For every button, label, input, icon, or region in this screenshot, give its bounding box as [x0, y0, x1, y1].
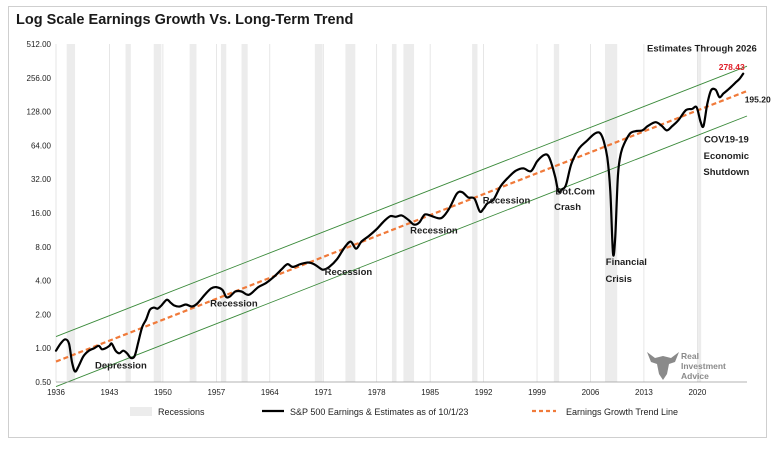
annotation-label: Recession [410, 226, 458, 237]
y-tick-label: 0.50 [35, 378, 51, 387]
y-tick-label: 64.00 [31, 141, 52, 150]
legend-recessions-label: Recessions [158, 407, 205, 417]
annotation-label: Economic [704, 151, 749, 162]
recession-band [66, 44, 76, 382]
legend-trend-label: Earnings Growth Trend Line [566, 407, 678, 417]
x-tick-label: 1971 [314, 388, 332, 397]
trend-channel-lower [55, 115, 748, 388]
earnings-series-layer [54, 72, 745, 373]
brand-line3: Advice [681, 371, 709, 381]
value-label: 195.20 [745, 94, 771, 104]
annotation-label: Depression [95, 360, 147, 371]
x-tick-label: 1978 [368, 388, 386, 397]
trend-line-layer [55, 89, 748, 363]
recession-band [472, 44, 478, 382]
bull-head-icon [647, 352, 679, 380]
recession-band [391, 44, 397, 382]
legend-earnings-label: S&P 500 Earnings & Estimates as of 10/1/… [290, 407, 468, 417]
chart-title: Log Scale Earnings Growth Vs. Long-Term … [16, 12, 354, 28]
x-tick-label: 2020 [688, 388, 706, 397]
chart-frame [8, 6, 767, 438]
recession-band [220, 44, 227, 382]
trend-channel-upper [55, 65, 748, 337]
value-labels: 278.43 195.20 [719, 62, 771, 104]
x-tick-label: 1950 [154, 388, 172, 397]
annotation-label: Estimates Through 2026 [647, 43, 757, 54]
trend-channel [55, 65, 748, 388]
x-tick-labels: 1936 1943 1950 1957 1964 1971 1978 1985 1992 1999… [47, 388, 707, 397]
recession-band [403, 44, 415, 382]
annotation-label: Dot.Com [555, 186, 595, 197]
x-tick-label: 1992 [475, 388, 493, 397]
recession-band [189, 44, 197, 382]
recession-band [698, 44, 702, 382]
annotation-label: COV19-19 [704, 134, 749, 145]
legend: Recessions S&P 500 Earnings & Estimates … [130, 407, 678, 417]
recession-band [345, 44, 356, 382]
brand-line1: Real [681, 351, 699, 361]
y-tick-label: 2.00 [35, 310, 51, 319]
y-tick-labels: 0.50 1.00 2.00 4.00 8.00 16.00 32.00 64.00 128.0… [27, 40, 52, 387]
y-tick-label: 16.00 [31, 209, 52, 218]
brand-logo: Real Investment Advice [647, 351, 726, 381]
annotation-label: Recession [325, 267, 373, 278]
annotation-label: Financial [606, 257, 647, 268]
annotation-label: Recession [210, 299, 258, 310]
recession-bands [66, 44, 702, 382]
annotation-label: Crisis [606, 274, 632, 285]
x-tick-label: 1943 [101, 388, 119, 397]
earnings-trend-line [55, 89, 748, 363]
legend-recessions-swatch [130, 407, 152, 416]
annotation-label: Shutdown [703, 167, 749, 178]
annotations: Depression Recession Recession Recession Rec… [95, 43, 757, 371]
value-label: 278.43 [719, 62, 745, 72]
x-tick-label: 2006 [582, 388, 600, 397]
x-tick-label: 1999 [528, 388, 546, 397]
y-tick-label: 512.00 [27, 40, 52, 49]
recession-band [153, 44, 162, 382]
y-tick-label: 8.00 [35, 243, 51, 252]
brand-line2: Investment [681, 361, 726, 371]
recession-band [553, 44, 560, 382]
recession-band [125, 44, 131, 382]
y-tick-label: 4.00 [35, 277, 51, 286]
x-tick-label: 1957 [207, 388, 225, 397]
vertical-gridlines [55, 44, 698, 382]
y-tick-label: 128.00 [27, 108, 52, 117]
y-tick-label: 256.00 [27, 74, 52, 83]
x-tick-label: 1964 [261, 388, 279, 397]
annotation-label: Crash [554, 202, 581, 213]
recession-band [314, 44, 323, 382]
x-tick-label: 1985 [421, 388, 439, 397]
y-tick-label: 32.00 [31, 175, 52, 184]
recession-band [241, 44, 248, 382]
annotation-label: Recession [483, 195, 531, 206]
x-tick-label: 1936 [47, 388, 65, 397]
earnings-series-line [54, 72, 745, 373]
y-tick-label: 1.00 [35, 344, 51, 353]
x-tick-label: 2013 [635, 388, 653, 397]
